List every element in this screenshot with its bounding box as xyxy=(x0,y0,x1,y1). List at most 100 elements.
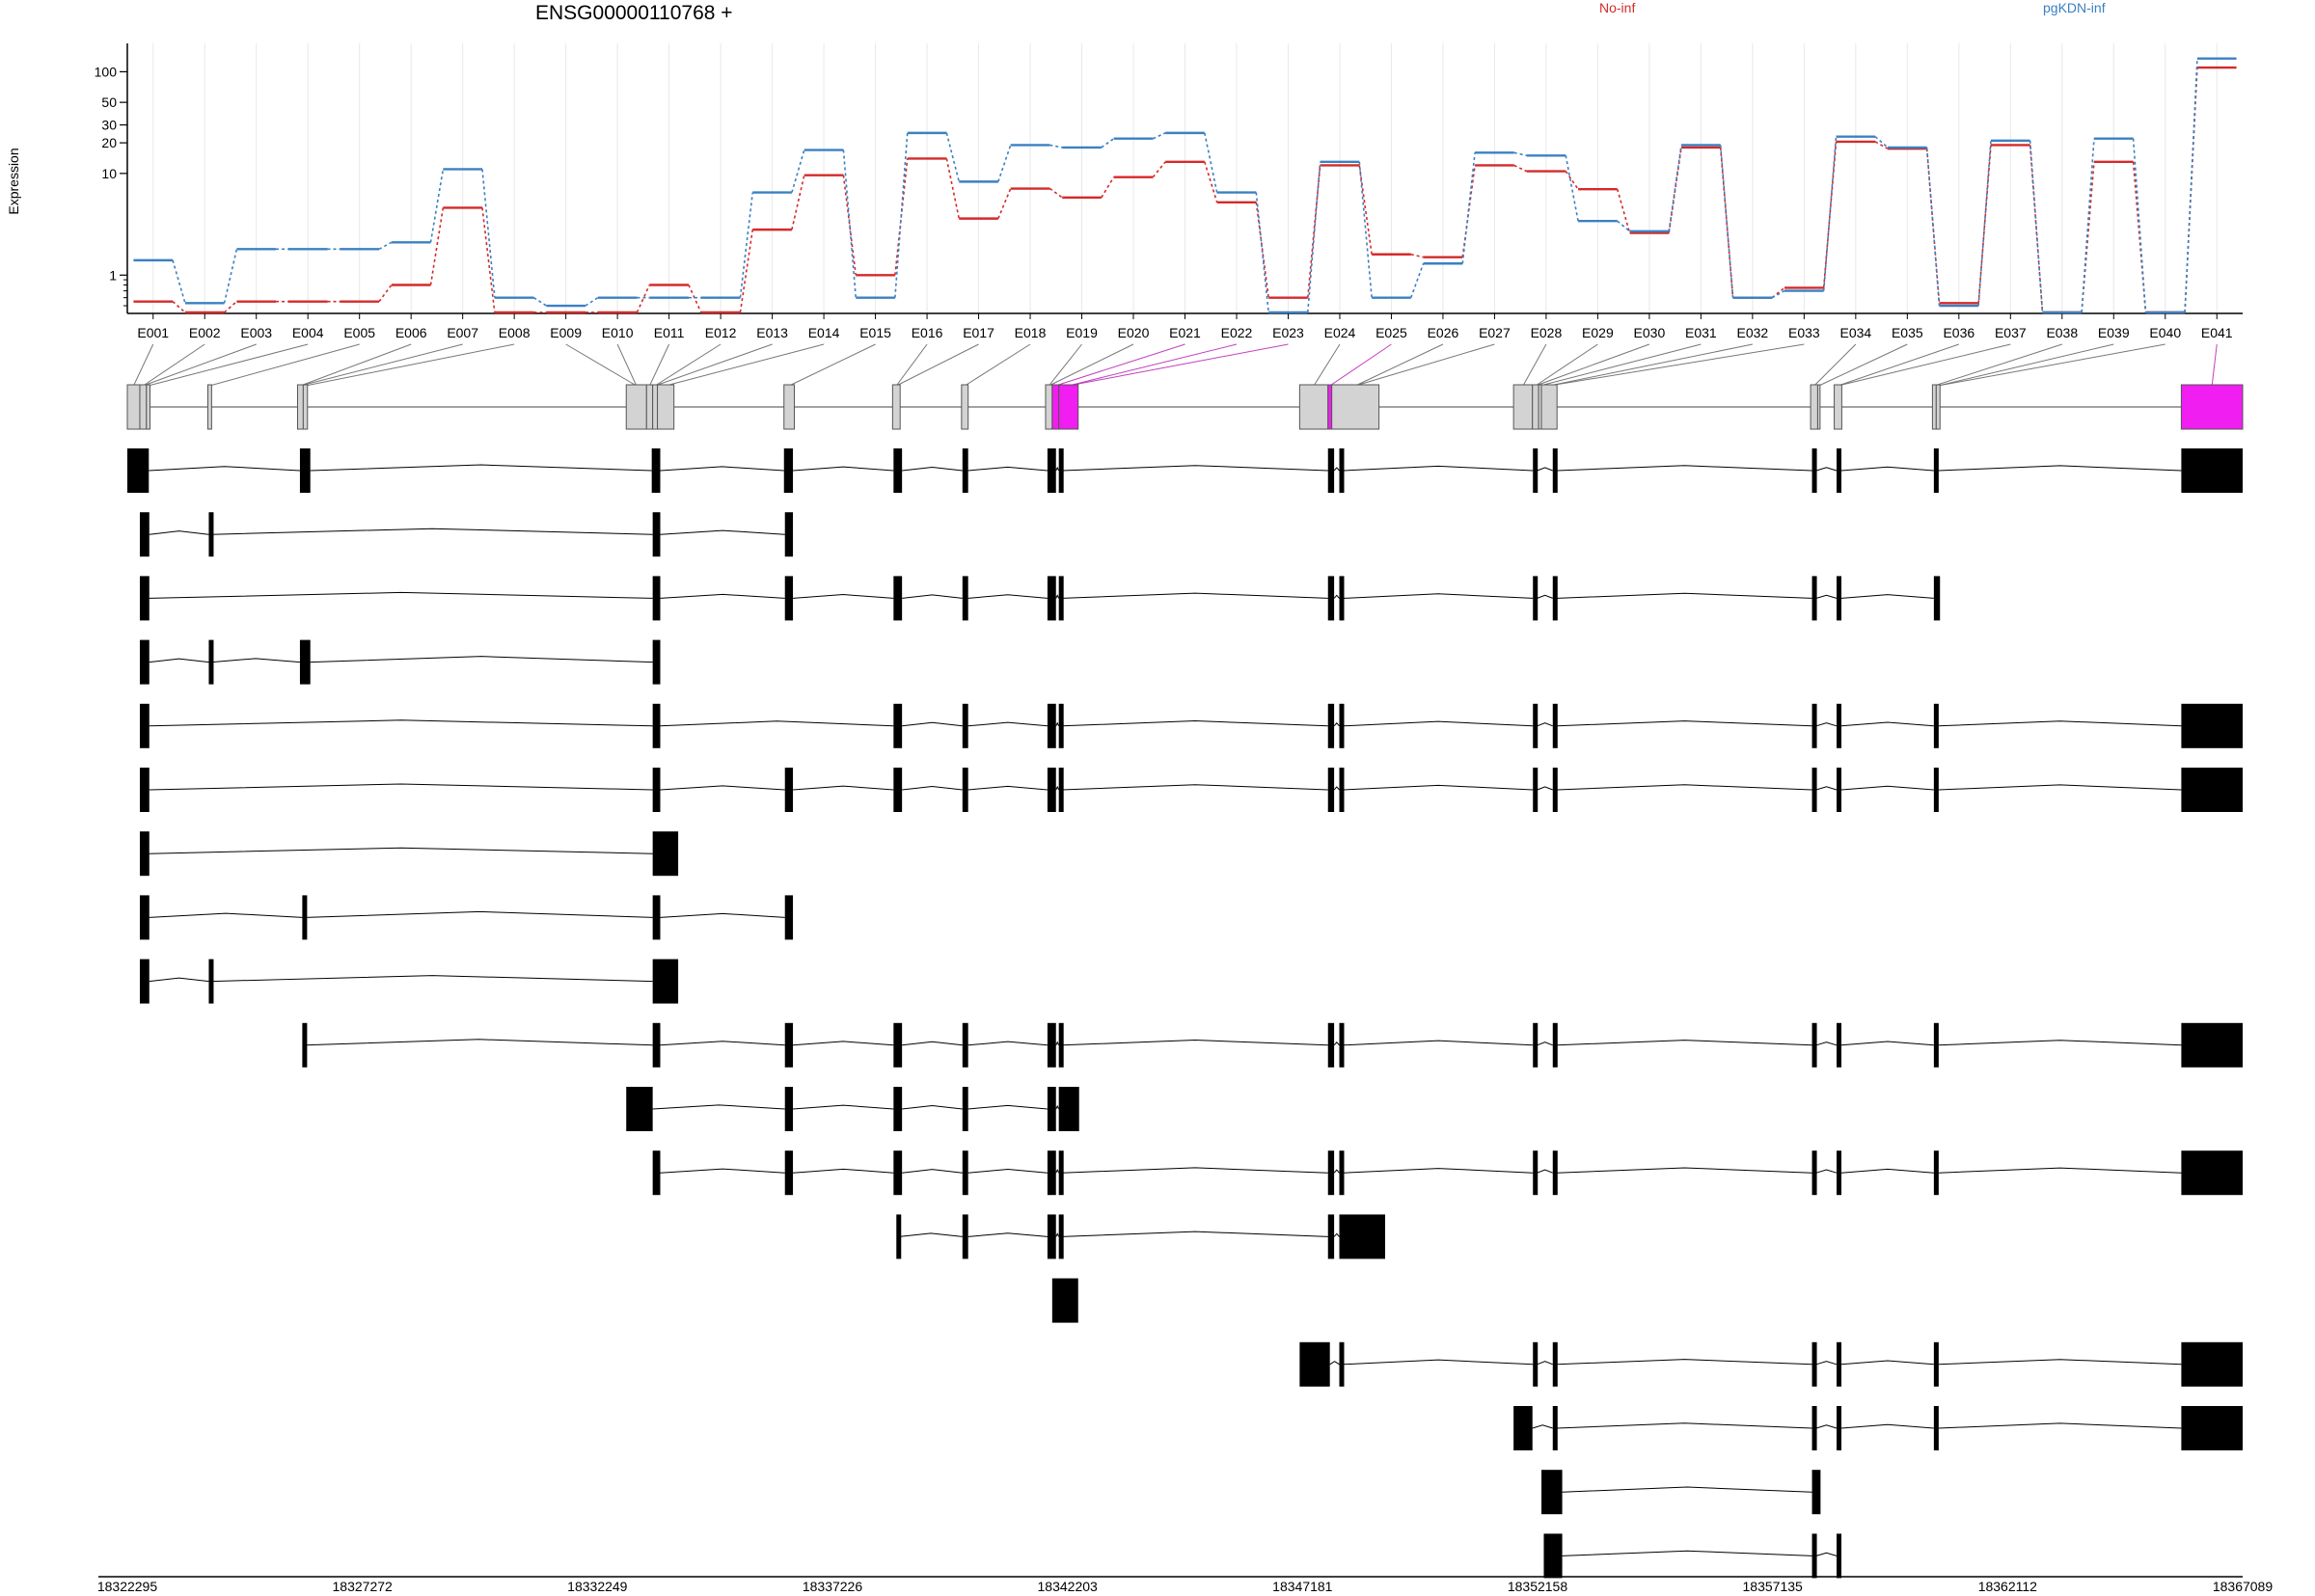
x-tick-label: E031 xyxy=(1685,325,1717,340)
transcript-exon xyxy=(139,895,150,940)
transcript-exon xyxy=(1047,1022,1056,1068)
intron-connector xyxy=(1055,466,1060,472)
genomic-tick-label: 18332249 xyxy=(567,1579,628,1591)
intron-connector xyxy=(902,594,963,599)
transcript-row xyxy=(139,639,661,685)
transcript-exon xyxy=(784,768,794,812)
intron-connector xyxy=(967,466,1048,472)
transcript-exon xyxy=(1837,768,1842,812)
series-connector xyxy=(481,207,496,313)
series-connector xyxy=(2081,161,2095,312)
transcript-exon xyxy=(1533,448,1539,493)
transcript-row xyxy=(127,448,2243,493)
transcript-exon xyxy=(1837,1022,1842,1068)
series-connector xyxy=(1204,161,1218,203)
intron-connector xyxy=(211,658,300,663)
series-connector xyxy=(791,149,805,193)
legend-entry-no-inf: No-inf xyxy=(1599,0,1636,15)
exon-block xyxy=(1816,384,1821,430)
x-tick-label: E021 xyxy=(1169,325,1201,340)
transcript-exon xyxy=(2181,1022,2243,1068)
series-connector xyxy=(945,132,960,182)
transcript-exon xyxy=(1533,576,1539,621)
transcript-exon xyxy=(651,448,661,493)
intron-connector xyxy=(1343,1040,1534,1046)
transcript-exon xyxy=(1058,1022,1064,1068)
exon-bin-connector xyxy=(133,343,154,387)
x-tick-label: E026 xyxy=(1428,325,1459,340)
x-tick-label: E038 xyxy=(2046,325,2078,340)
transcript-exon xyxy=(783,448,794,493)
genomic-tick-label: 18367089 xyxy=(2213,1579,2274,1591)
x-tick-label: E010 xyxy=(602,325,634,340)
intron-connector xyxy=(1055,1104,1060,1110)
highlighted-exon-block xyxy=(2180,384,2244,430)
x-tick-label: E040 xyxy=(2149,325,2181,340)
intron-connector xyxy=(1840,721,1934,727)
series-connector xyxy=(1874,136,1889,149)
series-connector xyxy=(1307,161,1321,312)
intron-connector xyxy=(1840,1360,1934,1366)
x-tick-label: E035 xyxy=(1892,325,1923,340)
transcript-exon xyxy=(2181,703,2243,748)
transcript-exon xyxy=(1339,448,1345,493)
series-connector xyxy=(378,241,393,251)
intron-connector xyxy=(1537,1361,1553,1366)
series-connector xyxy=(1822,136,1838,291)
intron-connector xyxy=(149,912,303,918)
intron-connector xyxy=(1055,1232,1060,1237)
series-connector xyxy=(1101,176,1115,199)
intron-connector xyxy=(793,1168,894,1174)
transcript-exon xyxy=(893,1087,903,1131)
series-connector xyxy=(842,149,858,298)
transcript-exon xyxy=(626,1087,653,1131)
intron-connector xyxy=(1062,1040,1328,1046)
series-connector xyxy=(2184,58,2198,312)
intron-connector xyxy=(902,1104,963,1110)
intron-connector xyxy=(149,466,300,472)
transcript-exon xyxy=(1533,1022,1539,1068)
intron-connector xyxy=(149,591,653,599)
transcript-exon xyxy=(1811,1150,1817,1196)
transcript-exon xyxy=(208,639,214,685)
transcript-exon xyxy=(1933,1022,1939,1068)
intron-connector xyxy=(1537,722,1553,727)
x-tick-label: E023 xyxy=(1272,325,1304,340)
intron-connector xyxy=(1343,1359,1534,1366)
intron-connector xyxy=(1938,720,2182,727)
exon-bin-connector xyxy=(616,343,638,387)
intron-connector xyxy=(1055,785,1060,791)
intron-connector xyxy=(1537,467,1553,472)
transcript-exon xyxy=(1837,448,1842,493)
transcript-exon xyxy=(962,1022,968,1068)
transcript-exon xyxy=(893,1022,903,1068)
exon-block xyxy=(1045,384,1053,430)
intron-connector xyxy=(660,593,785,599)
transcript-exon xyxy=(2181,1150,2243,1196)
intron-connector xyxy=(660,785,785,791)
x-tick-label: E008 xyxy=(499,325,531,340)
transcript-row xyxy=(139,959,679,1004)
intron-connector xyxy=(1938,784,2182,791)
intron-connector xyxy=(149,977,209,983)
series-connector xyxy=(172,301,186,313)
series-connector xyxy=(1204,132,1218,193)
exon-block xyxy=(783,384,796,430)
transcript-exon xyxy=(962,703,968,748)
x-tick-label: E002 xyxy=(189,325,221,340)
exon-bin-connector xyxy=(964,343,1031,387)
transcript-exon xyxy=(1552,1406,1558,1450)
intron-connector xyxy=(1938,465,2182,472)
intron-connector xyxy=(1532,1424,1553,1429)
series-connector xyxy=(1565,171,1579,190)
x-tick-label: E039 xyxy=(2098,325,2130,340)
intron-connector xyxy=(1055,1041,1060,1046)
transcript-exon xyxy=(127,448,150,493)
series-connector xyxy=(223,249,238,304)
transcript-exon xyxy=(962,1087,968,1131)
transcript-exon xyxy=(1837,1406,1842,1450)
x-tick-label: E029 xyxy=(1582,325,1614,340)
exon-bin-connector xyxy=(1049,343,1134,387)
transcript-exon xyxy=(1837,1341,1842,1387)
